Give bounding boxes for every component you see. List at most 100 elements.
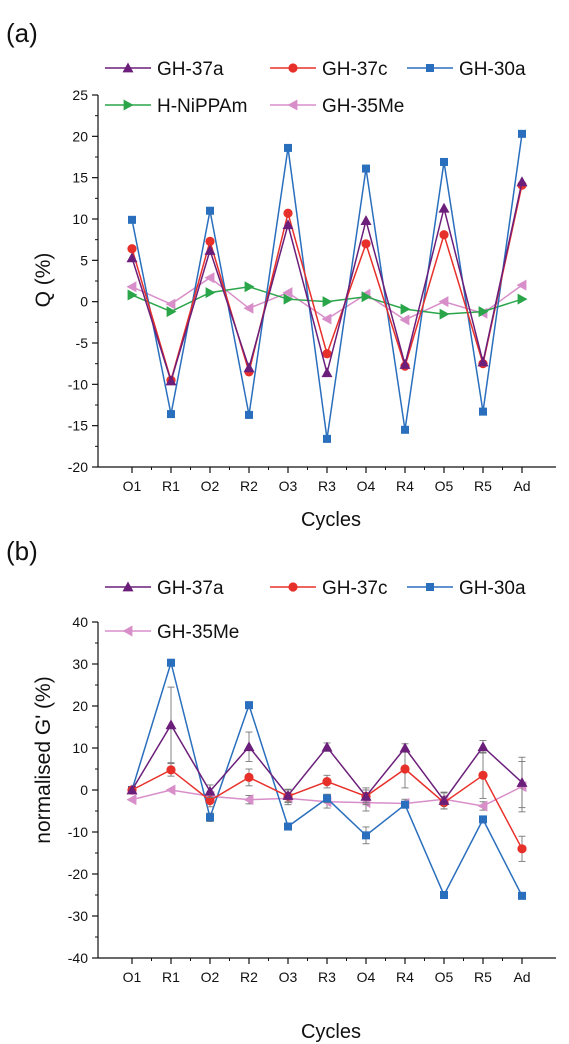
panel-b-y-tick-label: 20 <box>72 698 88 714</box>
panel-a-x-axis-title: Cycles <box>301 509 361 531</box>
panel-b-point-gh-30a <box>518 891 526 900</box>
panel-b-point-gh-35me <box>165 784 176 796</box>
panel-a-legend-item-gh-35me: GH-35Me <box>270 96 404 117</box>
panel-a-point-gh-37a <box>282 219 294 230</box>
panel-a-point-h-nippam <box>400 303 411 315</box>
panel-b-point-gh-30a <box>362 831 370 840</box>
panel-b-point-gh-30a <box>440 891 448 899</box>
panel-b-point-gh-37a <box>438 795 450 805</box>
panel-a-y-tick-label: 15 <box>72 170 88 186</box>
panel-a-point-h-nippam <box>478 306 489 318</box>
panel-b-y-tick-label: -20 <box>68 866 88 882</box>
panel-a-series-gh-37a <box>126 176 528 386</box>
panel-a-y-tick-label: 20 <box>72 128 88 144</box>
panel-a-point-gh-30a <box>440 157 448 166</box>
panel-a-point-gh-30a <box>128 215 136 224</box>
panel-a-point-gh-35me <box>438 296 449 308</box>
panel-b-point-gh-30a <box>401 800 409 809</box>
panel-a-point-h-nippam <box>244 281 255 293</box>
panel-a-legend-label: GH-30a <box>459 59 526 80</box>
panel-a-y-tick-label: -15 <box>68 418 88 434</box>
panel-a-point-gh-37a <box>126 252 138 263</box>
panel-a-point-gh-30a <box>401 425 409 434</box>
panel-a-point-gh-35me <box>204 272 215 284</box>
panel-a-y-tick-label: 10 <box>72 211 88 227</box>
panel-a-series-h-nippam <box>127 281 528 320</box>
panel-a-legend-marker <box>288 63 298 73</box>
panel-b-point-gh-35me <box>477 800 488 812</box>
panel-a-point-h-nippam <box>205 287 216 299</box>
panel-b-legend-label: GH-37c <box>322 578 387 599</box>
panel-b-y-axis-title: normalised G' (%) <box>32 676 55 843</box>
panel-a-point-gh-35me <box>165 298 176 310</box>
panel-a-point-gh-35me <box>282 287 293 299</box>
panel-a-point-h-nippam <box>283 293 294 305</box>
panel-b-label: (b) <box>6 536 38 566</box>
panel-a-legend-label: GH-35Me <box>322 96 404 117</box>
panel-b-point-gh-37a <box>360 790 372 801</box>
panel-a-y-tick-label: 25 <box>72 87 88 103</box>
panel-a-point-h-nippam <box>322 296 333 308</box>
panel-b-point-gh-37a <box>204 785 216 796</box>
panel-b-point-gh-37a <box>126 784 138 795</box>
panel-b-series-gh-37a <box>126 686 528 810</box>
panel-b-y-tick-label: 30 <box>72 656 88 672</box>
panel-b-point-gh-37a <box>165 719 177 730</box>
panel-b-point-gh-37c <box>322 777 332 787</box>
panel-a-point-gh-37c <box>361 239 371 249</box>
panel-a-x-tick-label: R4 <box>396 478 414 494</box>
panel-a-point-gh-37c <box>205 236 215 246</box>
panel-b-y-tick-label: -10 <box>68 824 88 840</box>
panel-a-legend-label: GH-37a <box>157 59 224 80</box>
panel-b-x-tick-label: R3 <box>318 969 336 985</box>
panel-a-point-gh-37c <box>127 244 137 254</box>
panel-b-legend-label: GH-35Me <box>157 622 239 643</box>
panel-a-legend-marker <box>287 99 298 111</box>
panel-a-y-tick-label: 0 <box>80 294 88 310</box>
panel-b-x-tick-label: O3 <box>279 969 298 985</box>
panel-a-point-gh-30a <box>323 434 331 443</box>
panel-a-point-h-nippam <box>127 289 138 301</box>
panel-a-point-h-nippam <box>361 291 372 303</box>
panel-a-x-tick-label: O1 <box>123 478 142 494</box>
panel-a-point-gh-37a <box>516 176 528 187</box>
panel-a-x-tick-label: O4 <box>357 478 376 494</box>
panel-b-point-gh-30a <box>323 794 331 803</box>
panel-b-point-gh-35me <box>243 794 254 806</box>
panel-b-legend-item-gh-35me: GH-35Me <box>105 622 239 643</box>
panel-b-x-tick-label: R2 <box>240 969 258 985</box>
panel-a-point-gh-30a <box>245 410 253 419</box>
panel-a-legend-marker <box>426 64 434 72</box>
panel-a-point-gh-30a <box>518 129 526 138</box>
panel-b-point-gh-37c <box>244 772 254 783</box>
panel-b-point-gh-30a <box>479 815 487 824</box>
panel-a-point-h-nippam <box>517 293 528 305</box>
panel-b-x-tick-label: O5 <box>435 969 454 985</box>
panel-a-point-gh-35me <box>516 279 527 291</box>
panel-a-y-axis-title: Q (%) <box>32 253 55 308</box>
panel-a-series-gh-37c <box>127 180 527 385</box>
panel-a-point-gh-30a <box>167 410 175 419</box>
panel-a-legend-item-gh-37a: GH-37a <box>105 59 224 80</box>
panel-b-x-tick-label: O4 <box>357 969 376 985</box>
panel-b-point-gh-37c <box>517 844 527 854</box>
panel-a-point-gh-37c <box>283 208 293 218</box>
panel-b-legend-marker <box>426 583 434 591</box>
panel-b-point-gh-37a <box>282 789 294 800</box>
panel-a-y-tick-label: -20 <box>68 459 88 475</box>
panel-b-y-tick-label: 40 <box>72 614 88 630</box>
panel-b-point-gh-37c <box>400 764 410 774</box>
panel-b-legend-marker <box>122 581 134 592</box>
panel-a-point-gh-37a <box>165 375 177 386</box>
panel-a-legend-item-gh-37c: GH-37c <box>270 59 387 80</box>
panel-a-point-h-nippam <box>166 306 177 318</box>
panel-b-x-tick-label: O2 <box>201 969 220 985</box>
panel-b-x-tick-label: Ad <box>513 969 530 985</box>
panel-b-x-axis-title: Cycles <box>301 1021 361 1043</box>
panel-a-y-tick-label: 5 <box>80 252 88 268</box>
panel-b-legend-label: GH-30a <box>459 578 526 599</box>
panel-b-plot-area: -40 -30 -20 -10 0 10 20 30 40 O1 R1 O2 R2 O3 R3 O4 R4 O5 R… <box>68 614 556 985</box>
panel-b-point-gh-30a <box>167 658 175 667</box>
